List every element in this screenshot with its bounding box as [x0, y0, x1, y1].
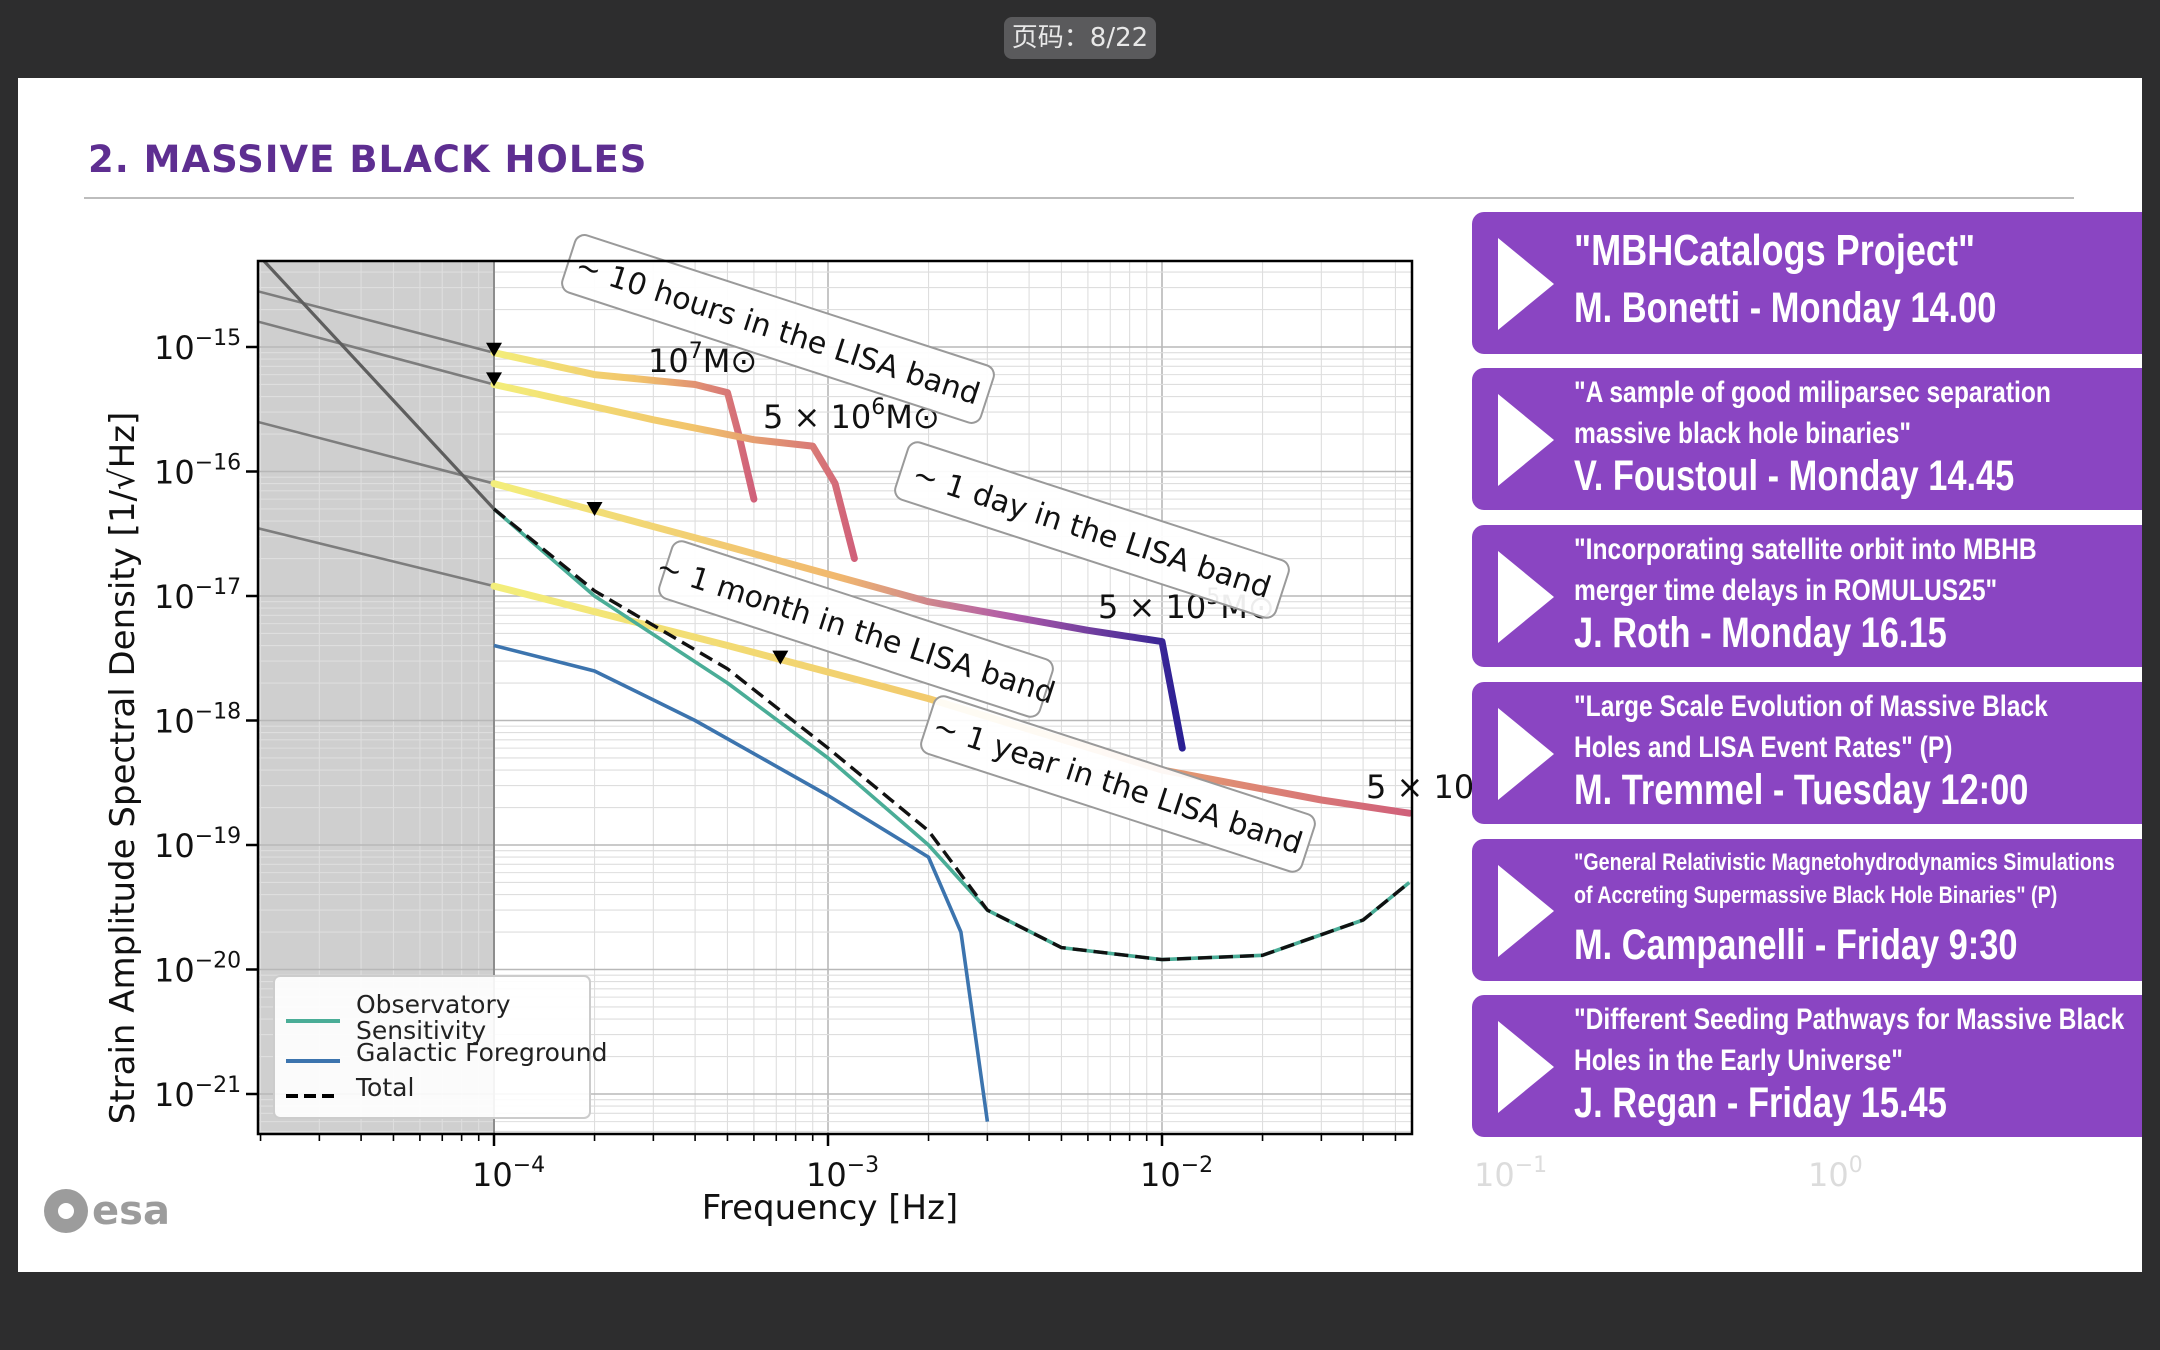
annotation-box — [920, 695, 1316, 873]
lead-in-line — [258, 290, 495, 354]
mass-label: 107M⊙ — [648, 339, 757, 380]
lead-in-line — [258, 420, 495, 485]
merger-marker — [486, 372, 502, 387]
annotation-text: ~ 1 day in the LISA band — [908, 457, 1275, 606]
total-line — [492, 507, 1411, 962]
talk-title: of Accreting Supermassive Black Hole Bin… — [1574, 882, 2058, 910]
y-tick-label: 10−15 — [154, 326, 241, 367]
y-tick-label: 10−16 — [154, 451, 241, 492]
talk-title: "A sample of good miliparsec separation — [1574, 376, 2051, 409]
legend-label: Sensitivity — [356, 1016, 486, 1045]
talk-card[interactable]: "MBHCatalogs Project" M. Bonetti - Monday… — [1472, 212, 2142, 354]
band-annotation: ~ 1 day in the LISA band — [894, 441, 1290, 619]
talk-speaker: M. Campanelli - Friday 9:30 — [1574, 921, 2018, 969]
track-5e5 — [490, 480, 1186, 752]
talk-title: "Different Seeding Pathways for Massive … — [1574, 1003, 2125, 1036]
legend-label: Total — [355, 1073, 414, 1102]
talk-title: "Incorporating satellite orbit into MBHB — [1574, 533, 2037, 566]
talk-title: merger time delays in ROMULUS25" — [1574, 574, 1998, 608]
y-tick-label: 10−21 — [154, 1073, 241, 1114]
sensitivity-lead-in — [262, 261, 496, 511]
legend-box — [273, 975, 591, 1119]
merger-marker — [772, 650, 789, 665]
talk-title: massive black hole binaries" — [1574, 417, 1912, 451]
y-tick-label: 10−20 — [154, 949, 241, 990]
play-icon[interactable] — [1498, 238, 1554, 330]
track-1e7 — [490, 349, 758, 503]
talk-card[interactable]: "General Relativistic Magnetohydrodynami… — [1472, 839, 2142, 981]
lead-in-lines — [258, 261, 496, 588]
talk-title: Holes in the Early Universe" — [1574, 1044, 1903, 1078]
merger-marker — [586, 501, 603, 516]
talk-speaker: M. Tremmel - Tuesday 12:00 — [1574, 766, 2029, 814]
plot-frame — [256, 259, 1414, 1136]
lisa-sensitivity-chart: 107M⊙5 × 106M⊙5 × 105M⊙5 × 10~ 10 hours … — [103, 234, 1863, 1228]
x-tick-label: 10−4 — [472, 1153, 545, 1194]
talk-speaker: J. Roth - Monday 16.15 — [1574, 609, 1947, 657]
talk-speaker: M. Bonetti - Monday 14.00 — [1574, 284, 1997, 332]
esa-logo-icon — [44, 1189, 88, 1233]
legend-label: Galactic Foreground — [356, 1038, 608, 1067]
galactic-foreground-line — [493, 643, 990, 1122]
x-tick-label: 10−1 — [1474, 1153, 1547, 1194]
x-tick-label: 100 — [1808, 1153, 1863, 1194]
play-icon[interactable] — [1498, 551, 1554, 643]
legend-label: Observatory — [356, 990, 511, 1019]
esa-logo-text: esa — [92, 1188, 170, 1234]
slide: 2. MASSIVE BLACK HOLES 107M⊙ 5 × 106M⊙ 5 ×… — [18, 78, 2142, 1272]
talk-title: Holes and LISA Event Rates" (P) — [1574, 731, 1953, 765]
slide-title: 2. MASSIVE BLACK HOLES — [88, 138, 648, 181]
play-icon[interactable] — [1498, 394, 1554, 486]
talk-card[interactable]: "Large Scale Evolution of Massive Black H… — [1472, 682, 2142, 824]
merger-marker — [486, 342, 502, 357]
talk-title: "Large Scale Evolution of Massive Black — [1574, 690, 2048, 723]
title-divider — [84, 197, 2074, 199]
annotation-box — [894, 441, 1290, 619]
annotation-box — [658, 540, 1054, 718]
talk-speaker: J. Regan - Friday 15.45 — [1574, 1079, 1947, 1127]
lead-in-line — [258, 320, 495, 386]
track-5e6 — [490, 381, 858, 562]
x-tick-label: 10−2 — [1140, 1153, 1213, 1194]
talk-title: "General Relativistic Magnetohydrodynami… — [1574, 849, 2115, 876]
talk-title: "MBHCatalogs Project" — [1574, 226, 1976, 275]
talk-card[interactable]: "A sample of good miliparsec separation m… — [1472, 368, 2142, 510]
x-axis-label: Frequency [Hz] — [702, 1188, 958, 1228]
y-tick-label: 10−18 — [154, 700, 241, 741]
annotation-text: ~ 10 hours in the LISA band — [571, 248, 984, 412]
talk-card[interactable]: "Incorporating satellite orbit into MBHB… — [1472, 525, 2142, 667]
mass-label: 5 × 10 — [1366, 768, 1474, 806]
talk-speaker: V. Foustoul - Monday 14.45 — [1574, 452, 2015, 500]
y-axis-label: Strain Amplitude Spectral Density [1/√Hz… — [103, 412, 143, 1125]
y-tick-label: 10−17 — [154, 575, 241, 616]
play-icon[interactable] — [1498, 865, 1554, 957]
band-annotation: ~ 1 month in the LISA band — [652, 540, 1059, 718]
y-tick-label: 10−19 — [154, 824, 241, 865]
annotation-text: ~ 1 month in the LISA band — [652, 549, 1059, 711]
esa-logo: esa — [44, 1188, 170, 1234]
talk-card[interactable]: "Different Seeding Pathways for Massive … — [1472, 995, 2142, 1137]
x-tick-label: 10−3 — [806, 1153, 879, 1194]
lead-in-line — [258, 527, 495, 588]
play-icon[interactable] — [1498, 1021, 1554, 1113]
page-indicator: 页码：8/22 — [1004, 17, 1156, 59]
play-icon[interactable] — [1498, 708, 1554, 800]
